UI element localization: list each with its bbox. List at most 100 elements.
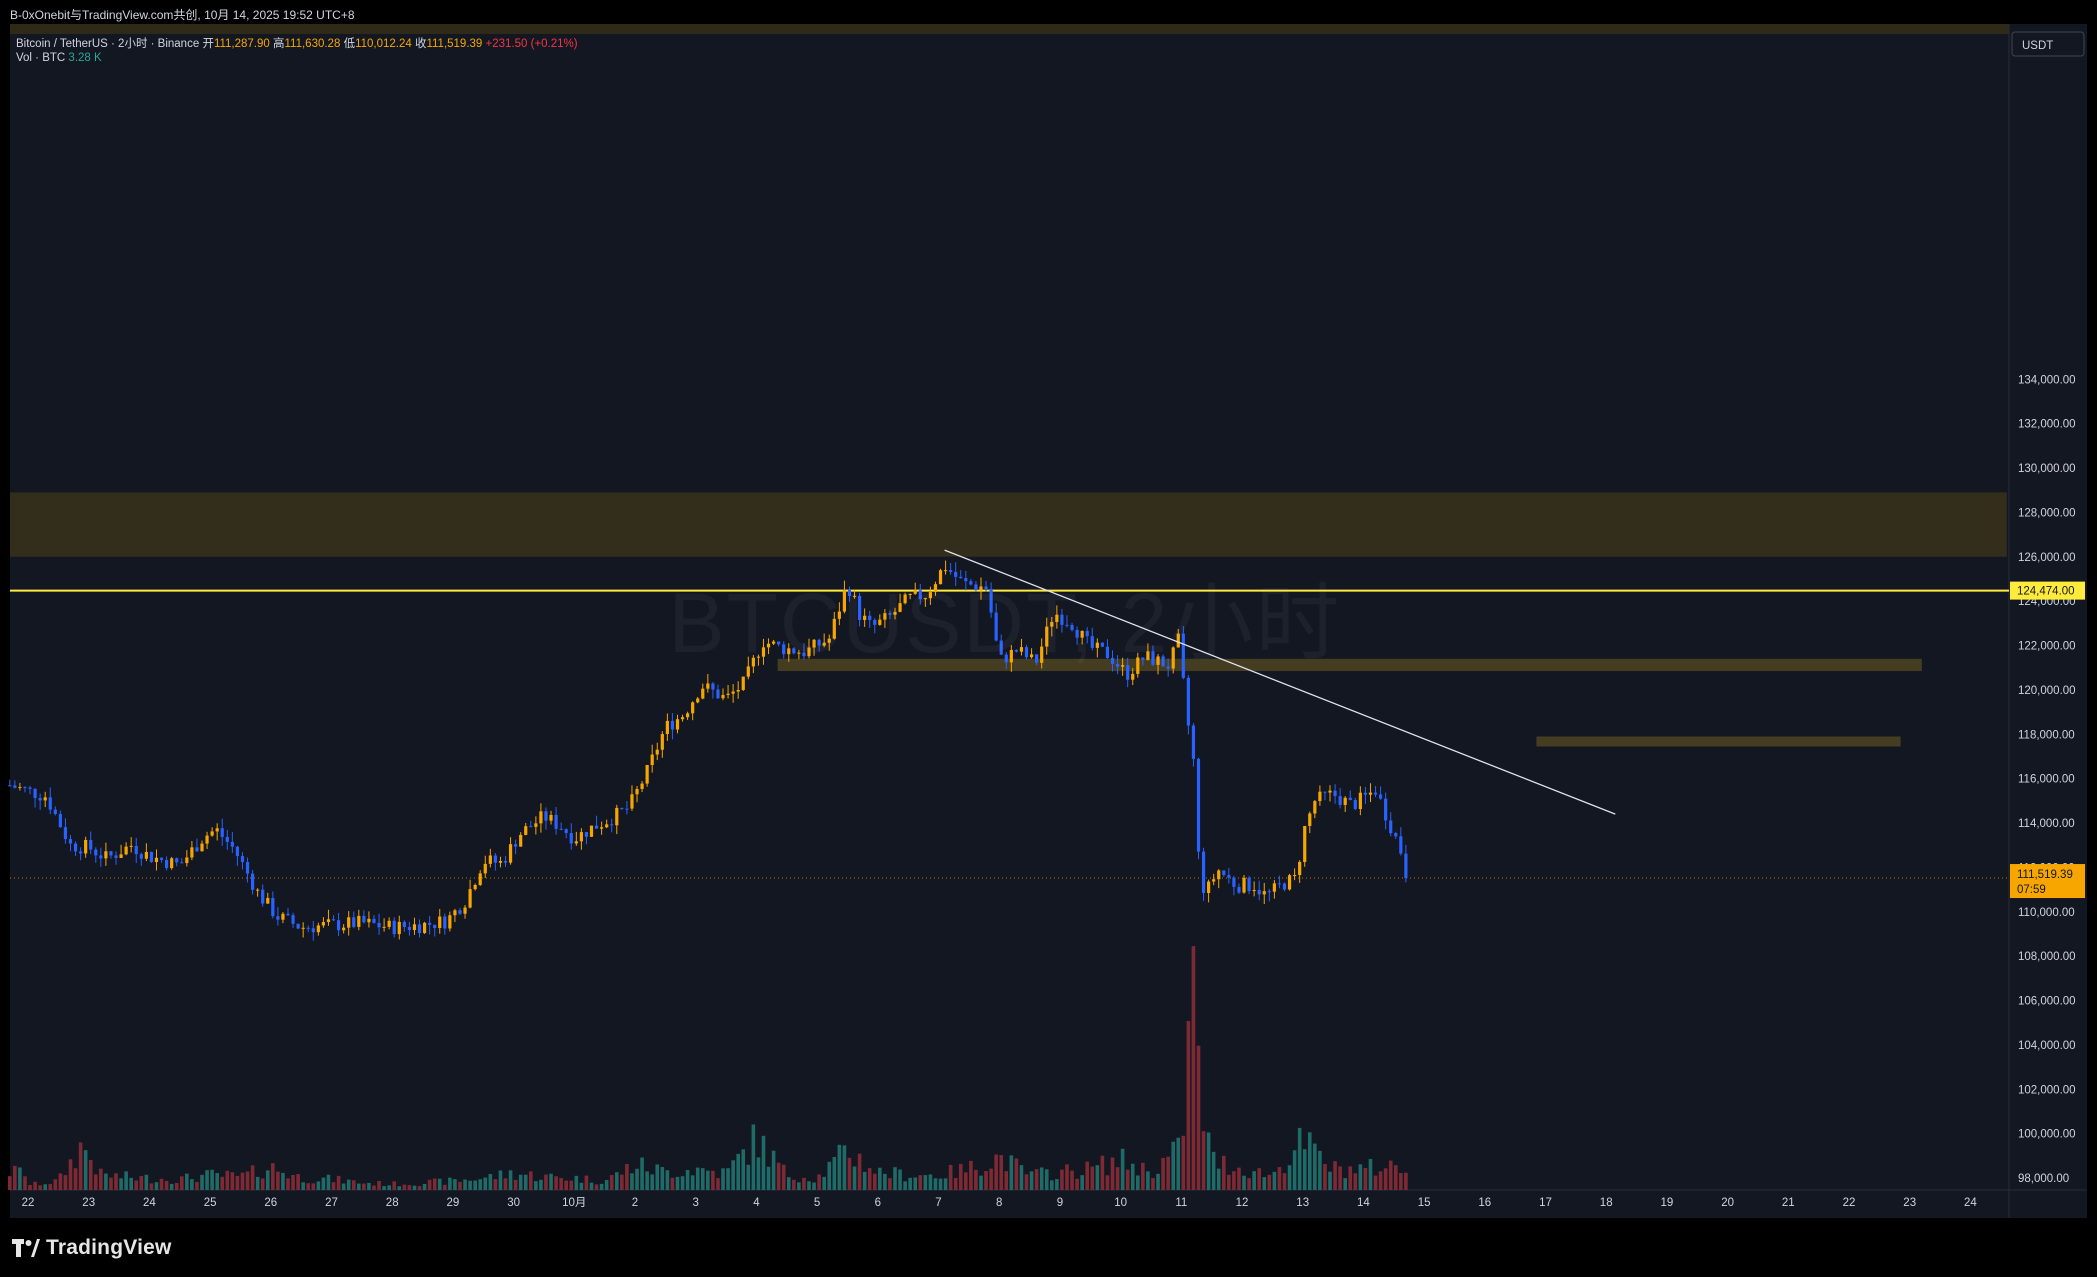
candle-body <box>215 828 219 832</box>
volume-bar <box>53 1179 58 1190</box>
candle-body <box>1115 663 1120 667</box>
candle-body <box>443 916 447 929</box>
volume-bar <box>63 1175 68 1190</box>
candle-body <box>589 825 594 837</box>
volume-bar <box>134 1180 139 1190</box>
candle-body <box>478 873 482 885</box>
volume-bar <box>1085 1161 1090 1190</box>
candle-body <box>1171 647 1175 669</box>
candle-body <box>1136 657 1140 674</box>
volume-bar <box>1267 1174 1272 1190</box>
volume-bar <box>488 1174 493 1190</box>
volume-bar <box>1080 1175 1084 1190</box>
volume-bar <box>321 1177 326 1190</box>
candle-body <box>994 612 998 641</box>
top-zone-strip <box>10 24 2009 34</box>
symbol-legend[interactable]: Bitcoin / TetherUS · 2小时 · Binance 开111,… <box>16 35 578 51</box>
candle-body <box>342 927 346 931</box>
candle-body <box>316 925 320 933</box>
volume-bar <box>377 1180 381 1190</box>
volume-bar <box>68 1159 73 1190</box>
candle-body <box>782 644 786 655</box>
price-tick-label: 98,000.00 <box>2018 1173 2069 1185</box>
brand-name: TradingView <box>46 1236 172 1259</box>
volume-bar <box>291 1174 295 1190</box>
candle-body <box>999 640 1003 655</box>
candle-body <box>610 824 614 826</box>
volume-bar <box>43 1184 47 1190</box>
volume-bar <box>78 1142 83 1190</box>
volume-bar <box>969 1160 973 1190</box>
volume-bar <box>645 1171 649 1190</box>
volume-bar <box>1221 1155 1226 1190</box>
volume-bar <box>362 1183 366 1190</box>
volume-legend[interactable]: Vol · BTC 3.28 K <box>16 52 102 64</box>
time-tick-label: 24 <box>143 1197 156 1209</box>
candle-body <box>119 854 123 858</box>
volume-bar <box>281 1172 285 1190</box>
candle-body <box>185 857 189 864</box>
chart-frame[interactable] <box>10 24 2087 1218</box>
volume-bar <box>220 1176 225 1190</box>
candle-body <box>53 809 57 814</box>
legend-change: +231.50 (+0.21%) <box>485 38 578 50</box>
price-chart[interactable]: 98,000.00 100,000.00 102,000.00 104,000.00 1… <box>0 0 2097 1218</box>
candle-body <box>777 641 781 645</box>
candle-body <box>428 922 432 925</box>
volume-bar <box>625 1164 629 1190</box>
candle-body <box>1095 642 1099 648</box>
volume-bar <box>807 1181 811 1190</box>
candle-body <box>281 913 285 920</box>
volume-bar <box>842 1145 847 1190</box>
volume-bar <box>822 1176 826 1190</box>
volume-bar <box>741 1149 746 1190</box>
candle-body <box>650 754 654 765</box>
volume-bar <box>164 1180 169 1190</box>
volume-bar <box>387 1185 391 1190</box>
candle-body <box>837 611 841 619</box>
candle-body <box>331 919 336 921</box>
supply-zone-1 <box>10 492 2007 557</box>
candle-body <box>347 917 351 928</box>
candle-body <box>438 916 442 929</box>
volume-bar <box>260 1178 265 1190</box>
volume-bar <box>1348 1166 1353 1190</box>
volume-bar <box>918 1175 923 1190</box>
candle-body <box>1207 881 1211 893</box>
candle-body <box>104 851 108 859</box>
candle-body <box>79 851 83 854</box>
volume-bar <box>301 1182 305 1190</box>
volume-bar <box>296 1174 300 1190</box>
volume-bar <box>539 1179 543 1190</box>
candle-body <box>261 889 265 904</box>
candle-body <box>1040 646 1044 663</box>
volume-bar <box>33 1181 37 1190</box>
volume-bar <box>1125 1169 1130 1190</box>
tradingview-logo[interactable]: TradingView <box>12 1236 172 1260</box>
candle-body <box>549 814 553 821</box>
candle-body <box>382 926 386 928</box>
volume-bar <box>569 1180 574 1190</box>
volume-bar <box>802 1177 806 1190</box>
volume-bar <box>984 1170 988 1190</box>
candle-body <box>190 847 194 858</box>
volume-bar <box>448 1177 452 1190</box>
volume-bar <box>660 1167 665 1190</box>
volume-bar <box>1115 1167 1120 1190</box>
volume-bar <box>1100 1155 1105 1190</box>
candle-body <box>519 834 523 847</box>
candle-body <box>458 910 462 914</box>
candle-body <box>73 843 78 852</box>
volume-bar <box>468 1180 472 1190</box>
volume-bar <box>559 1178 563 1190</box>
volume-bar <box>437 1178 442 1190</box>
candle-body <box>706 683 710 689</box>
volume-bar <box>432 1178 437 1190</box>
candle-body <box>245 862 250 874</box>
time-tick-label: 10月 <box>562 1197 586 1209</box>
candle-body <box>954 571 958 577</box>
candle-body <box>225 836 229 842</box>
candle-body <box>1212 879 1216 882</box>
volume-bar <box>513 1179 518 1190</box>
volume-bar <box>235 1175 240 1190</box>
